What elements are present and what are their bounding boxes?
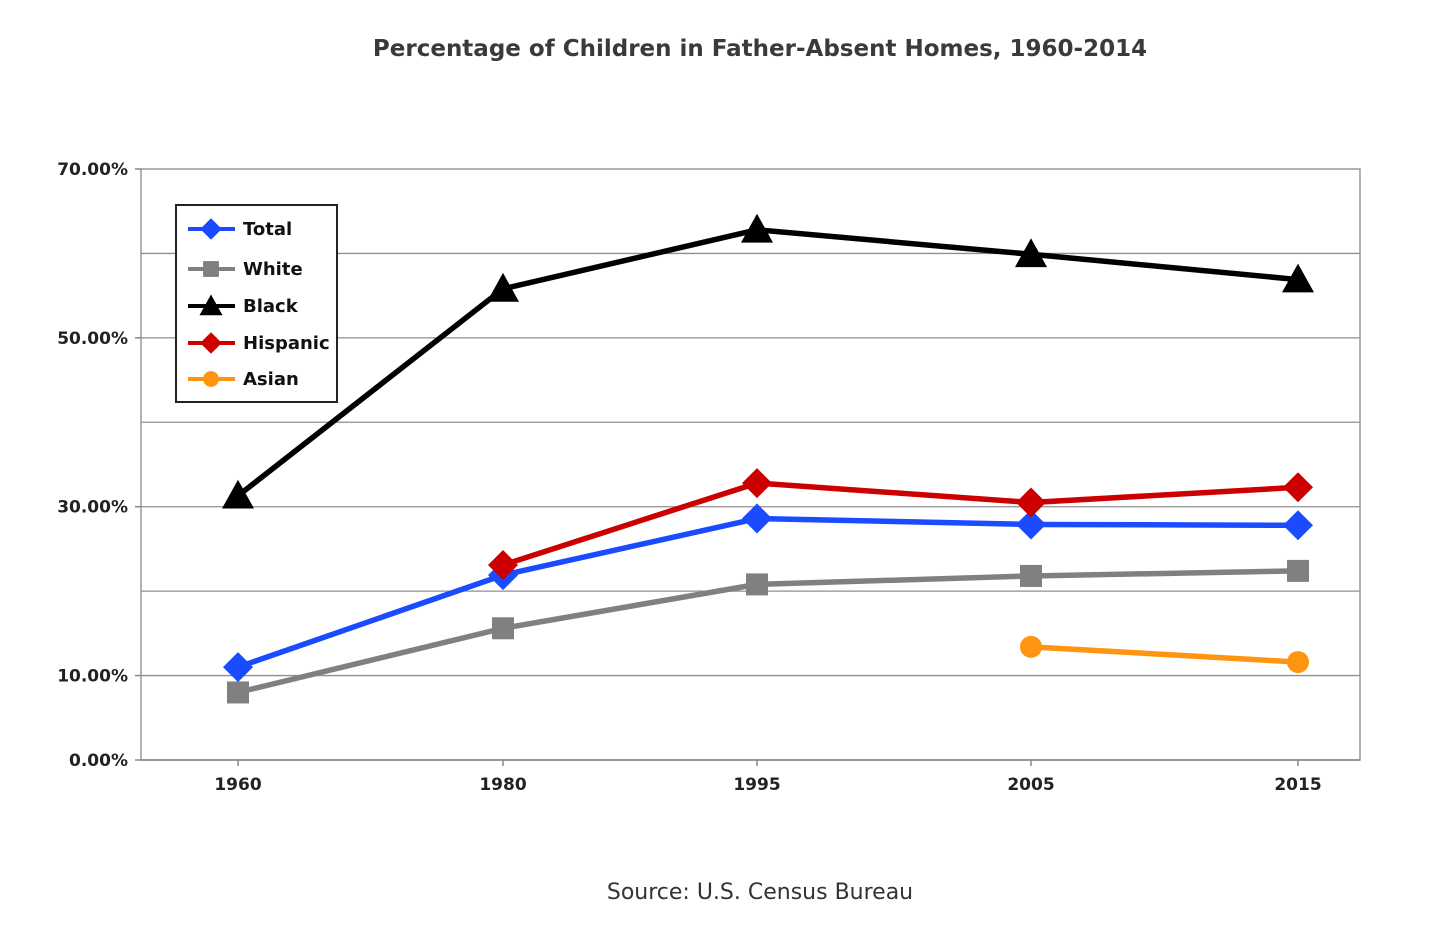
data-point-hispanic — [488, 549, 518, 580]
series-line-hispanic — [500, 480, 1301, 568]
data-point-white — [1287, 559, 1309, 582]
legend-marker-black — [199, 294, 223, 316]
series-hispanic — [488, 468, 1313, 580]
data-point-asian — [1020, 635, 1042, 658]
legend-box — [175, 204, 338, 403]
chart-title: Percentage of Children in Father-Absent … — [372, 36, 1148, 62]
data-point-black — [1015, 238, 1047, 268]
data-point-total — [223, 652, 253, 683]
x-tick-label: 1980 — [479, 775, 526, 795]
series-asian — [1020, 635, 1309, 674]
y-tick-label: 10.00% — [57, 667, 128, 687]
data-point-total — [742, 503, 772, 534]
legend-marker-asian — [203, 371, 219, 387]
data-point-white — [1020, 564, 1042, 587]
y-tick-label: 30.00% — [57, 498, 128, 518]
axes: 0.00% 10.00% 30.00% 50.00% 70.00% 1960 1980 199… — [57, 160, 1360, 795]
data-point-total — [1283, 510, 1313, 541]
legend-label-total: Total — [243, 219, 292, 240]
data-point-black — [222, 479, 254, 509]
series-white — [227, 559, 1309, 704]
data-point-asian — [1287, 651, 1309, 674]
legend-label-white: White — [243, 259, 303, 280]
data-point-black — [487, 272, 519, 302]
source-note: Source: U.S. Census Bureau — [606, 880, 914, 905]
legend-label-black: Black — [243, 296, 299, 317]
data-point-hispanic — [1016, 487, 1046, 518]
series-line-asian — [1028, 644, 1301, 665]
y-tick-label: 50.00% — [57, 329, 128, 349]
y-tick-label: 0.00% — [69, 751, 128, 771]
data-point-black — [1282, 263, 1314, 293]
legend-marker-total — [200, 218, 222, 240]
x-tick-label: 2005 — [1007, 775, 1054, 795]
x-tick-label: 1995 — [733, 775, 780, 795]
legend-label-asian: Asian — [243, 369, 299, 390]
series — [222, 213, 1314, 704]
data-point-white — [492, 617, 514, 640]
legend-marker-white — [203, 261, 219, 277]
x-tick-label: 2015 — [1274, 775, 1321, 795]
data-point-black — [741, 213, 773, 243]
data-point-total — [1016, 509, 1046, 540]
legend-marker-hispanic — [200, 332, 222, 354]
data-point-hispanic — [1283, 472, 1313, 503]
legend: Total White Black Hispanic Asian — [175, 204, 338, 403]
y-tick-label: 70.00% — [57, 160, 128, 180]
legend-label-hispanic: Hispanic — [243, 333, 330, 354]
data-point-white — [227, 681, 249, 704]
data-point-hispanic — [742, 468, 772, 499]
series-line-black — [235, 227, 1301, 499]
data-point-white — [746, 573, 768, 596]
x-tick-label: 1960 — [214, 775, 261, 795]
series-black — [222, 213, 1314, 509]
